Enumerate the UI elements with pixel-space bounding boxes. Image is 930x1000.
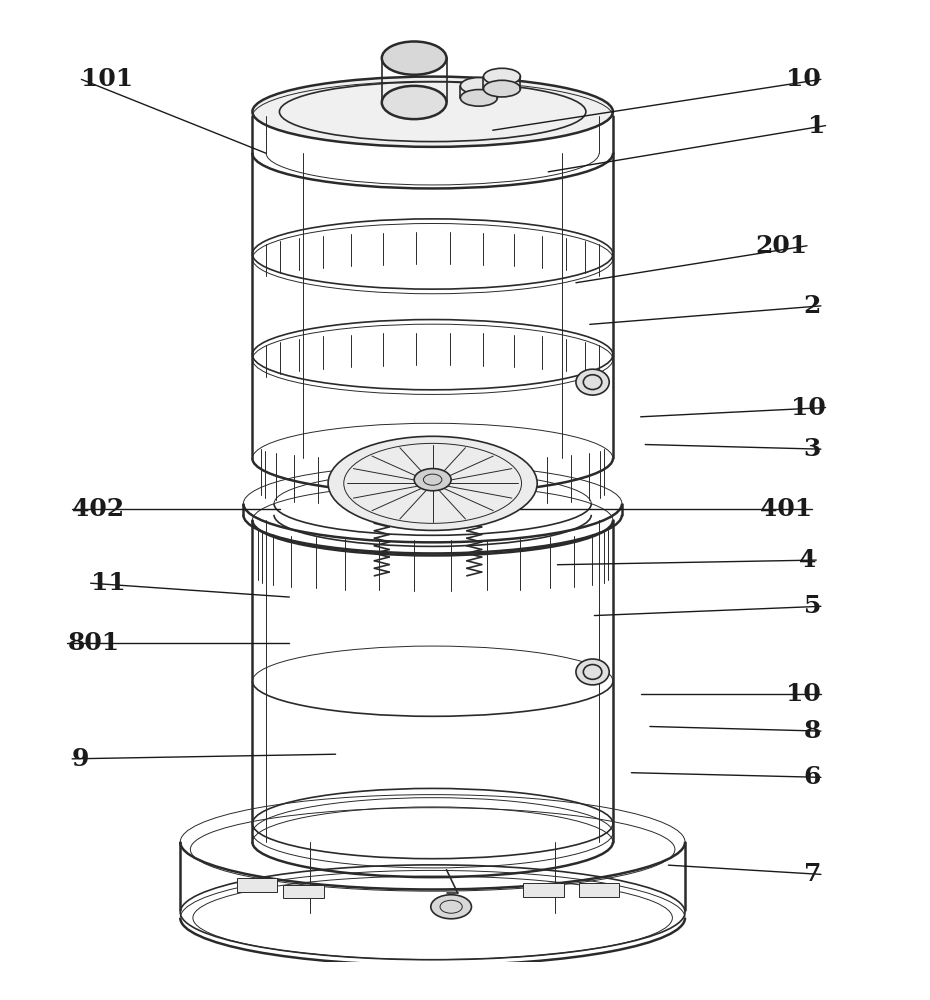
Bar bbox=[524, 883, 564, 897]
Text: 5: 5 bbox=[804, 594, 821, 618]
Bar bbox=[283, 885, 324, 898]
Text: 2: 2 bbox=[804, 294, 821, 318]
Ellipse shape bbox=[576, 659, 609, 685]
Ellipse shape bbox=[252, 77, 613, 147]
Text: 401: 401 bbox=[760, 497, 812, 521]
Text: 10: 10 bbox=[790, 396, 826, 420]
Text: 3: 3 bbox=[804, 437, 821, 461]
Text: 11: 11 bbox=[90, 571, 126, 595]
Text: 8: 8 bbox=[804, 719, 821, 743]
Bar bbox=[236, 878, 277, 892]
Ellipse shape bbox=[328, 436, 538, 530]
Text: 4: 4 bbox=[799, 548, 817, 572]
Text: 9: 9 bbox=[73, 747, 89, 771]
Text: 402: 402 bbox=[73, 497, 125, 521]
Ellipse shape bbox=[484, 80, 521, 97]
Ellipse shape bbox=[414, 469, 451, 491]
Text: 1: 1 bbox=[808, 114, 826, 138]
Text: 10: 10 bbox=[786, 682, 821, 706]
Ellipse shape bbox=[460, 78, 498, 94]
Ellipse shape bbox=[576, 369, 609, 395]
Text: 101: 101 bbox=[81, 67, 134, 91]
Ellipse shape bbox=[431, 895, 472, 919]
Text: 801: 801 bbox=[68, 631, 120, 655]
Text: 6: 6 bbox=[804, 765, 821, 789]
Text: 201: 201 bbox=[755, 234, 807, 258]
Bar bbox=[578, 883, 619, 897]
Text: 10: 10 bbox=[786, 67, 821, 91]
Ellipse shape bbox=[382, 86, 446, 119]
Ellipse shape bbox=[382, 41, 446, 75]
Ellipse shape bbox=[460, 90, 498, 106]
Text: 7: 7 bbox=[804, 862, 821, 886]
Ellipse shape bbox=[484, 68, 521, 85]
